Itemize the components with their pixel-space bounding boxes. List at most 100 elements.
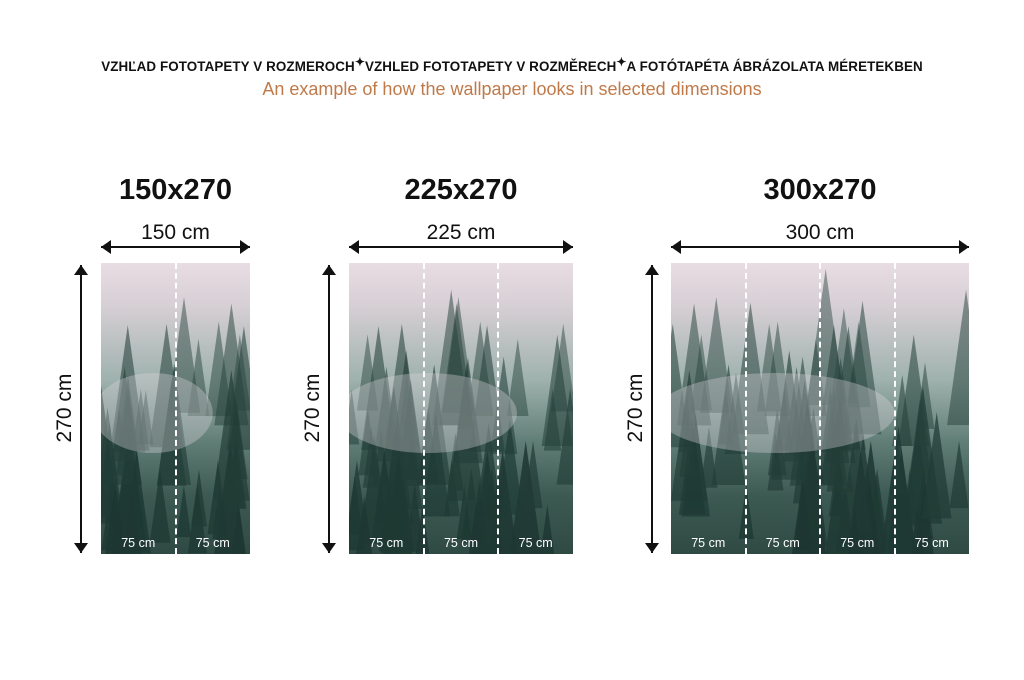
tree-shape xyxy=(949,440,969,509)
tree-shape xyxy=(149,468,171,543)
wallpaper-preview: 75 cm 75 cm xyxy=(101,263,250,554)
tree-shape xyxy=(506,338,529,416)
strip-seam xyxy=(893,263,896,554)
tree-shape xyxy=(388,350,425,480)
strip-width-label: 75 cm xyxy=(369,536,404,550)
tree-shape xyxy=(806,268,845,405)
subtitle: An example of how the wallpaper looks in… xyxy=(262,79,762,99)
tree-shape xyxy=(947,289,969,426)
width-arrow xyxy=(101,240,250,254)
strip-width-label: 75 cm xyxy=(518,536,553,550)
tree-shape xyxy=(349,389,360,445)
strip-seam xyxy=(497,263,500,554)
tree-shape xyxy=(756,323,782,412)
sparkle-icon: ✦ xyxy=(616,55,627,69)
tree-shape xyxy=(187,338,210,416)
tree-shape xyxy=(212,485,228,540)
tree-shape xyxy=(467,321,494,417)
strip-width-label: 75 cm xyxy=(121,536,156,550)
tree-shape xyxy=(205,321,232,417)
wallpaper-preview: 75 cm 75 cm 75 cm xyxy=(349,263,573,554)
header-languages: VZHĽAD FOTOTAPETY V ROZMEROCH✦VZHLED FOT… xyxy=(0,55,1024,74)
height-label: 270 cm xyxy=(53,373,76,443)
height-arrow xyxy=(322,265,336,553)
tree-shape xyxy=(921,412,952,519)
tree-shape xyxy=(176,484,192,538)
header-hu: A FOTÓTAPÉTA ÁBRÁZOLATA MÉRETEKBEN xyxy=(626,59,923,74)
tree-shape xyxy=(212,369,250,501)
tree-shape xyxy=(356,334,379,411)
tree-shape xyxy=(830,308,858,404)
tree-shape xyxy=(791,478,814,554)
tree-shape xyxy=(231,505,246,554)
header-sk: VZHĽAD FOTOTAPETY V ROZMEROCH xyxy=(101,59,355,74)
tree-shape xyxy=(805,338,827,416)
tree-shape xyxy=(447,433,464,491)
tree-shape xyxy=(105,480,126,554)
strip-width-label: 75 cm xyxy=(914,536,949,550)
strip-width-label: 75 cm xyxy=(840,536,875,550)
tree-shape xyxy=(843,300,882,435)
tree-shape xyxy=(523,440,543,509)
tree-shape xyxy=(771,350,808,480)
tree-shape xyxy=(679,415,697,477)
height-label: 270 cm xyxy=(301,373,324,443)
tree-shape xyxy=(846,321,871,408)
tree-shape xyxy=(481,468,502,540)
panel-title: 150x270 xyxy=(119,174,232,206)
tree-shape xyxy=(676,303,712,426)
tree-shape xyxy=(700,297,733,413)
strip-width-label: 75 cm xyxy=(765,536,800,550)
tree-shape xyxy=(700,426,718,488)
width-label: 300 cm xyxy=(785,221,855,244)
tree-shape xyxy=(732,302,769,435)
strip-width-label: 75 cm xyxy=(443,536,479,550)
strip-seam xyxy=(744,263,747,554)
strip-width-label: 75 cm xyxy=(195,536,230,550)
height-arrow xyxy=(74,265,88,553)
tree-shape xyxy=(898,334,930,446)
tree-shape xyxy=(384,454,413,554)
tree-shape xyxy=(456,485,472,540)
tree-shape xyxy=(356,496,373,554)
wallpaper-preview: 75 cm 75 cm 75 cm 75 cm xyxy=(671,263,969,554)
tree-shape xyxy=(889,438,905,494)
width-arrow xyxy=(349,240,573,254)
tree-shape xyxy=(684,440,706,515)
tree-shape xyxy=(229,334,250,411)
forest-image xyxy=(101,297,250,554)
width-label: 225 cm xyxy=(426,221,496,244)
panel-title: 300x270 xyxy=(763,174,877,206)
forest-image xyxy=(349,289,573,554)
tree-shape xyxy=(122,450,152,554)
strip-width-label: 75 cm xyxy=(691,536,726,550)
tree-shape xyxy=(373,366,400,462)
tree-shape xyxy=(496,419,524,515)
tree-shape xyxy=(432,289,471,426)
tree-shape xyxy=(191,469,207,527)
fog xyxy=(671,373,895,453)
tree-shape xyxy=(767,433,784,491)
tree-shape xyxy=(138,389,154,445)
tree-shape xyxy=(826,396,854,492)
tree-shape xyxy=(909,429,926,485)
tree-shape xyxy=(421,413,451,517)
width-label: 150 cm xyxy=(141,221,210,244)
fog xyxy=(101,373,213,453)
height-label: 270 cm xyxy=(624,373,647,443)
tree-shape xyxy=(109,408,129,476)
height-arrow xyxy=(645,265,659,553)
tree-shape xyxy=(914,485,934,554)
panel-title: 225x270 xyxy=(404,174,518,206)
sparkle-icon: ✦ xyxy=(354,55,365,69)
header-cz: VZHLED FOTOTAPETY V ROZMĚRECH xyxy=(364,59,617,74)
strip-seam xyxy=(174,263,177,554)
tree-shape xyxy=(690,334,712,411)
tree-shape xyxy=(405,483,425,552)
tree-shape xyxy=(541,334,573,446)
tree-shape xyxy=(840,418,872,532)
tree-shape xyxy=(362,426,380,488)
strip-seam xyxy=(819,263,821,554)
width-arrow xyxy=(671,240,969,254)
fog xyxy=(349,373,517,453)
